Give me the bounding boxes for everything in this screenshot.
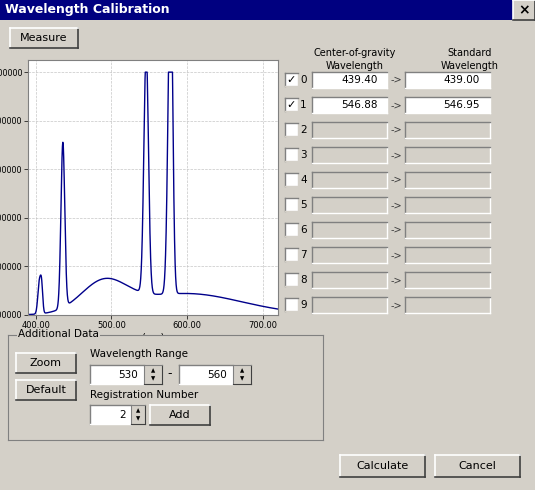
- Text: 1: 1: [300, 100, 307, 110]
- Text: Additional Data: Additional Data: [18, 329, 99, 339]
- Text: ->: ->: [390, 200, 402, 210]
- Text: 560: 560: [207, 369, 226, 379]
- Text: 2: 2: [300, 125, 307, 135]
- Text: ->: ->: [390, 150, 402, 160]
- Text: ->: ->: [390, 250, 402, 260]
- Text: ▲: ▲: [240, 368, 244, 373]
- Text: Default: Default: [26, 385, 66, 395]
- Text: ✓: ✓: [287, 74, 296, 84]
- Text: 439.00: 439.00: [444, 75, 480, 85]
- Text: ✓: ✓: [287, 99, 296, 109]
- Text: Wavelength Calibration: Wavelength Calibration: [5, 3, 170, 17]
- Text: 8: 8: [300, 275, 307, 285]
- Text: 3: 3: [300, 150, 307, 160]
- Text: ->: ->: [390, 175, 402, 185]
- Text: ->: ->: [390, 300, 402, 310]
- Text: Add: Add: [169, 410, 191, 420]
- Text: ▼: ▼: [240, 376, 244, 381]
- Text: -: -: [168, 368, 172, 381]
- Text: Registration Number: Registration Number: [90, 390, 198, 400]
- Text: 0: 0: [300, 75, 307, 85]
- Text: ▼: ▼: [151, 376, 155, 381]
- Text: 2: 2: [119, 410, 126, 419]
- Text: ->: ->: [390, 125, 402, 135]
- Text: Wavelength Range: Wavelength Range: [90, 349, 188, 359]
- Text: 9: 9: [300, 300, 307, 310]
- Text: 530: 530: [118, 369, 137, 379]
- Text: 6: 6: [300, 225, 307, 235]
- Text: ▼: ▼: [136, 416, 140, 421]
- Text: ->: ->: [390, 275, 402, 285]
- Text: Calculate: Calculate: [356, 461, 409, 471]
- X-axis label: (nm): (nm): [141, 332, 165, 343]
- Text: ▲: ▲: [136, 408, 140, 413]
- Text: 5: 5: [300, 200, 307, 210]
- Text: Cancel: Cancel: [458, 461, 496, 471]
- Text: 546.95: 546.95: [444, 100, 480, 110]
- Text: ->: ->: [390, 75, 402, 85]
- Text: 546.88: 546.88: [341, 100, 378, 110]
- Text: ->: ->: [390, 100, 402, 110]
- Text: 7: 7: [300, 250, 307, 260]
- Text: Zoom: Zoom: [30, 358, 62, 368]
- Text: Center-of-gravity
Wavelength: Center-of-gravity Wavelength: [314, 48, 396, 71]
- Text: ×: ×: [518, 3, 530, 17]
- Text: ▲: ▲: [151, 368, 155, 373]
- Text: 4: 4: [300, 175, 307, 185]
- Text: 439.40: 439.40: [342, 75, 378, 85]
- Text: Standard
Wavelength: Standard Wavelength: [441, 48, 499, 71]
- Text: ->: ->: [390, 225, 402, 235]
- Text: Measure: Measure: [20, 33, 68, 43]
